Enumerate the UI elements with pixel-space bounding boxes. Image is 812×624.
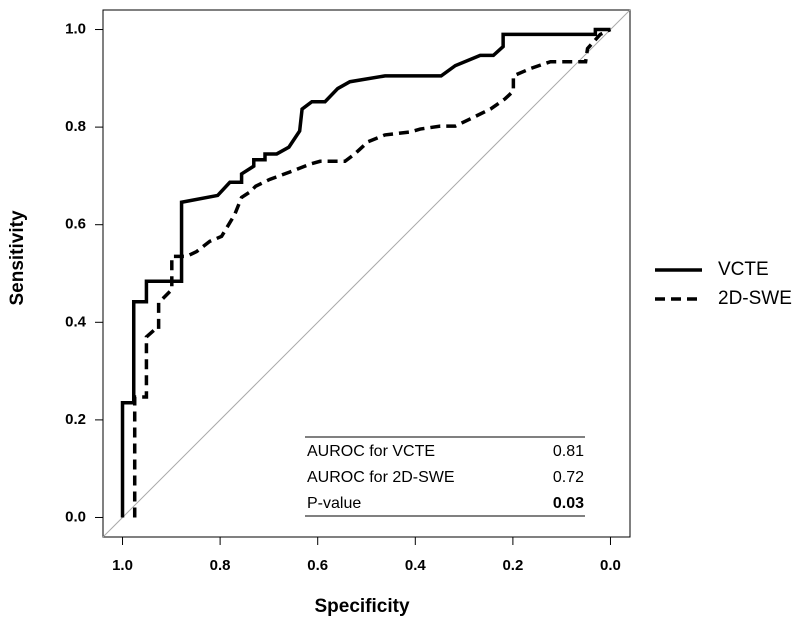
- legend-label: 2D-SWE: [718, 288, 792, 309]
- legend-label: VCTE: [718, 259, 769, 280]
- table-label: AUROC for 2D-SWE: [307, 469, 455, 486]
- y-axis-label: Sensitivity: [7, 210, 28, 305]
- y-tick-label: 0.6: [65, 216, 86, 233]
- x-tick-label: 0.8: [210, 557, 231, 574]
- y-tick-label: 0.2: [65, 411, 86, 428]
- table-value: 0.81: [553, 443, 584, 460]
- plot-frame: [102, 9, 631, 538]
- x-tick-label: 0.6: [307, 557, 328, 574]
- x-tick-label: 0.2: [502, 557, 523, 574]
- x-axis-label: Specificity: [314, 596, 409, 617]
- table-label: AUROC for VCTE: [307, 443, 435, 460]
- x-tick-label: 1.0: [112, 557, 133, 574]
- x-tick-label: 0.4: [405, 557, 427, 574]
- y-tick-label: 1.0: [65, 20, 86, 37]
- y-tick-label: 0.0: [65, 508, 86, 525]
- y-tick-label: 0.4: [65, 313, 87, 330]
- y-tick-label: 0.8: [65, 118, 86, 135]
- table-value: 0.72: [553, 469, 584, 486]
- roc-curve: [120, 27, 611, 518]
- table-value: 0.03: [553, 495, 584, 512]
- roc-curve: [132, 27, 612, 518]
- reference-line: [102, 9, 631, 538]
- x-tick-label: 0.0: [600, 557, 621, 574]
- table-label: P-value: [307, 495, 361, 512]
